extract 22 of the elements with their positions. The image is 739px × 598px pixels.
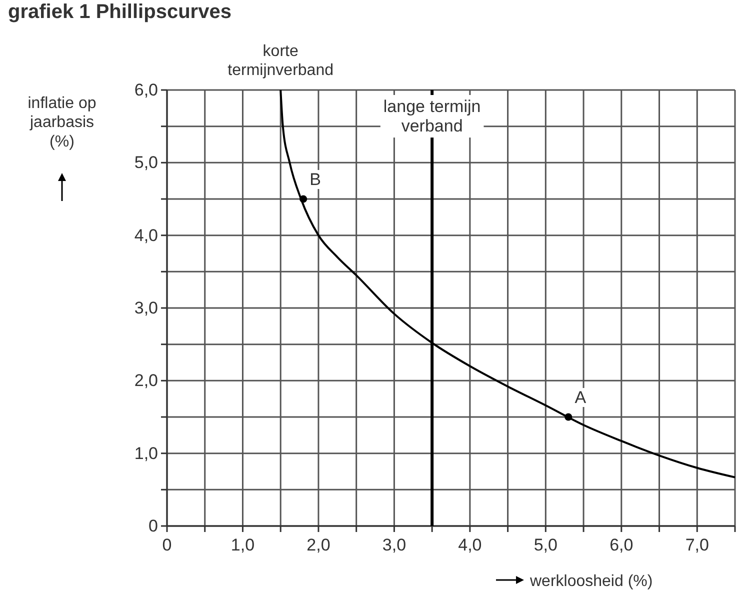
x-tick-label: 3,0 (382, 535, 406, 554)
x-tick-label: 5,0 (534, 535, 558, 554)
ref-line-label: lange termijn verband (383, 97, 481, 136)
y-tick-label: 3,0 (134, 298, 158, 318)
y-tick-label: 6,0 (134, 80, 158, 100)
x-axis-title: werkloosheid (%) (529, 573, 653, 590)
annotation: korte termijnverband (228, 43, 334, 80)
x-tick-label: 6,0 (610, 535, 634, 554)
y-axis-title: inflatie op jaarbasis (%) (28, 95, 96, 150)
x-tick-label: 2,0 (306, 535, 330, 554)
annotation: A (574, 388, 587, 407)
annotation: B (310, 170, 321, 189)
y-tick-label: 1,0 (134, 444, 158, 463)
x-tick-label: 1,0 (230, 535, 255, 554)
chart-title: grafiek 1 Phillipscurves (8, 1, 232, 23)
y-tick-label: 4,0 (134, 226, 158, 245)
x-tick-label: 0 (162, 535, 172, 554)
y-tick-label: 5,0 (134, 153, 158, 172)
x-tick-label: 7,0 (685, 535, 709, 554)
y-tick-label: 0 (148, 516, 158, 536)
x-tick-label: 4,0 (458, 535, 482, 554)
y-tick-label: 2,0 (134, 371, 158, 390)
